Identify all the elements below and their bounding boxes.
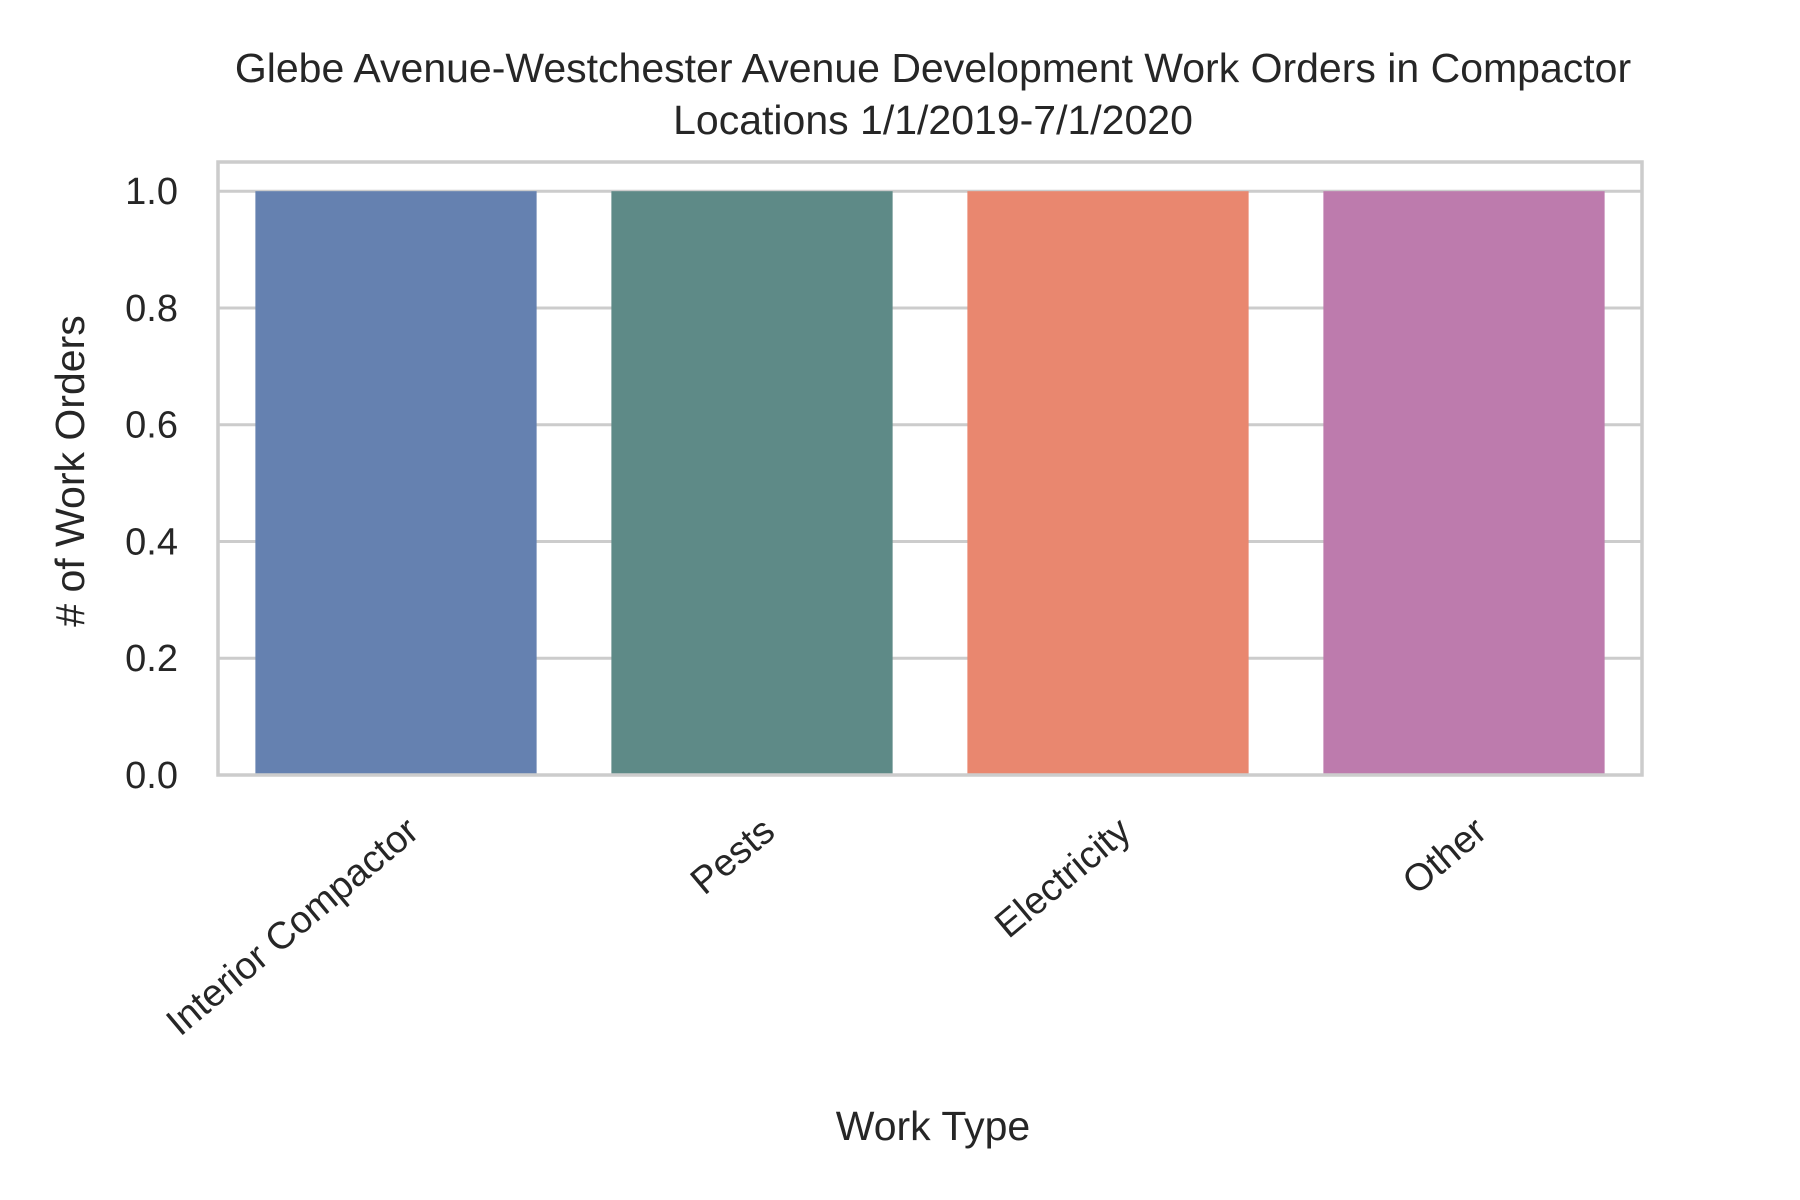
bar-pests [611, 191, 893, 775]
y-axis-label: # of Work Orders [47, 315, 93, 626]
plot-frame [216, 160, 1644, 777]
x-tick-label: Electricity [987, 810, 1139, 947]
x-tick-label: Other [1395, 810, 1495, 903]
y-tick-labels: 0.0 0.2 0.4 0.6 0.8 1.0 [125, 171, 178, 797]
y-tick-label: 0.0 [125, 755, 178, 797]
y-tick-label: 0.2 [125, 638, 178, 680]
chart-title-line-2: Locations 1/1/2019-7/1/2020 [673, 97, 1193, 143]
chart-title-line-1: Glebe Avenue-Westchester Avenue Developm… [235, 45, 1631, 91]
x-tick-label: Interior Compactor [159, 810, 427, 1045]
y-tick-label: 0.8 [125, 288, 178, 330]
bar-interior-compactor [255, 191, 537, 775]
bar-electricity [967, 191, 1249, 775]
y-tick-label: 0.6 [125, 405, 178, 447]
y-tick-label: 1.0 [125, 171, 178, 213]
x-tick-labels: Interior Compactor Pests Electricity Other [159, 810, 1495, 1045]
y-tick-label: 0.4 [125, 521, 178, 563]
x-tick-label: Pests [683, 810, 783, 903]
bar-other [1323, 191, 1605, 775]
x-axis-label: Work Type [836, 1103, 1030, 1149]
bars [255, 191, 1605, 775]
